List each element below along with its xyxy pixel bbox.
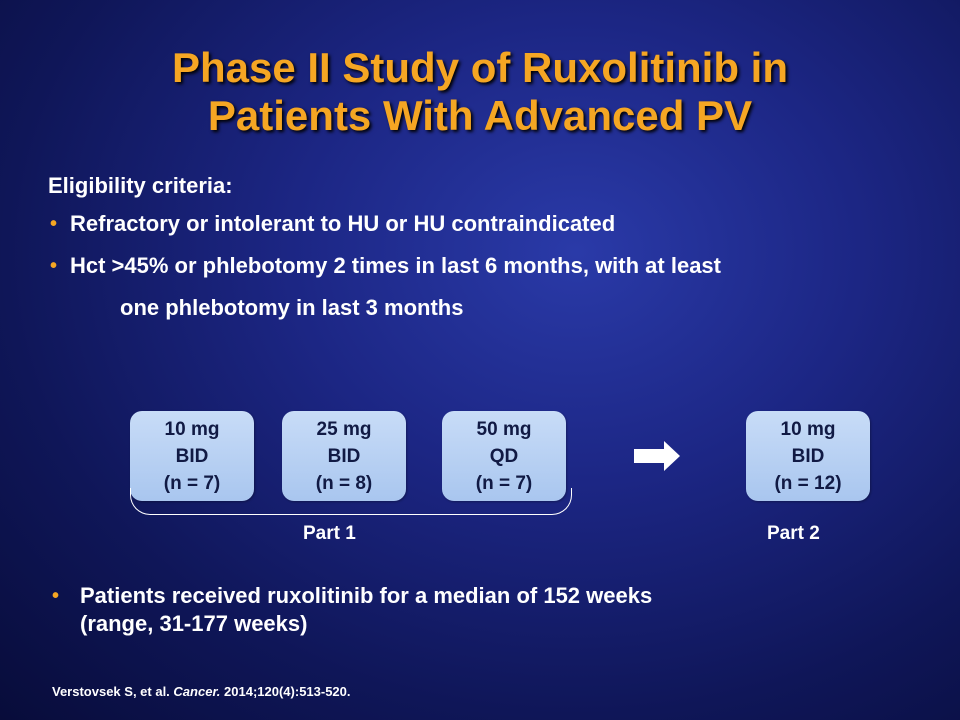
part1-label: Part 1 [303,523,356,544]
arm-dose: 50 mg [476,418,532,440]
right-arrow-icon [634,441,680,471]
arm-schedule: BID [791,445,825,467]
arm-schedule: QD [489,445,519,467]
bullet-dot-icon: • [52,585,60,607]
eligibility-list: • Refractory or intolerant to HU or HU c… [48,210,928,336]
bullet-text: Refractory or intolerant to HU or HU con… [70,211,616,236]
citation-details: 2014;120(4):513-520. [224,684,351,699]
arm-n: (n = 8) [315,472,373,494]
bullet-dot-icon: • [50,213,58,235]
arm-box-50mg-qd: 50 mg QD (n = 7) [442,411,566,501]
bullet-dot-icon: • [50,255,58,277]
part2-label: Part 2 [767,523,820,544]
slide-title: Phase II Study of Ruxolitinib in Patient… [0,44,960,140]
arm-schedule: BID [175,445,209,467]
title-line-2: Patients With Advanced PV [207,92,753,139]
arm-n: (n = 7) [163,472,221,494]
arm-box-25mg-bid: 25 mg BID (n = 8) [282,411,406,501]
eligibility-heading: Eligibility criteria: [48,173,233,198]
title-line-1: Phase II Study of Ruxolitinib in [171,44,789,91]
result-line-1: Patients received ruxolitinib for a medi… [80,583,653,608]
result-bullet: • Patients received ruxolitinib for a me… [52,582,940,638]
bullet-text: Hct >45% or phlebotomy 2 times in last 6… [70,253,721,278]
arm-n: (n = 7) [475,472,533,494]
arm-dose: 10 mg [780,418,836,440]
arm-box-10mg-bid: 10 mg BID (n = 7) [130,411,254,501]
result-line-2: (range, 31-177 weeks) [80,611,308,636]
arm-dose: 10 mg [164,418,220,440]
arm-schedule: BID [327,445,361,467]
eligibility-bullet-1: • Refractory or intolerant to HU or HU c… [48,210,928,238]
arm-box-part2-10mg-bid: 10 mg BID (n = 12) [746,411,870,501]
part1-bracket [130,488,572,515]
citation-journal: Cancer. [173,684,221,699]
arm-dose: 25 mg [316,418,372,440]
arm-n: (n = 12) [774,472,842,494]
citation: Verstovsek S, et al. Cancer. 2014;120(4)… [52,683,351,701]
citation-authors: Verstovsek S, et al. [52,684,170,699]
eligibility-bullet-2: • Hct >45% or phlebotomy 2 times in last… [48,252,928,322]
bullet-continuation: one phlebotomy in last 3 months [120,295,464,320]
